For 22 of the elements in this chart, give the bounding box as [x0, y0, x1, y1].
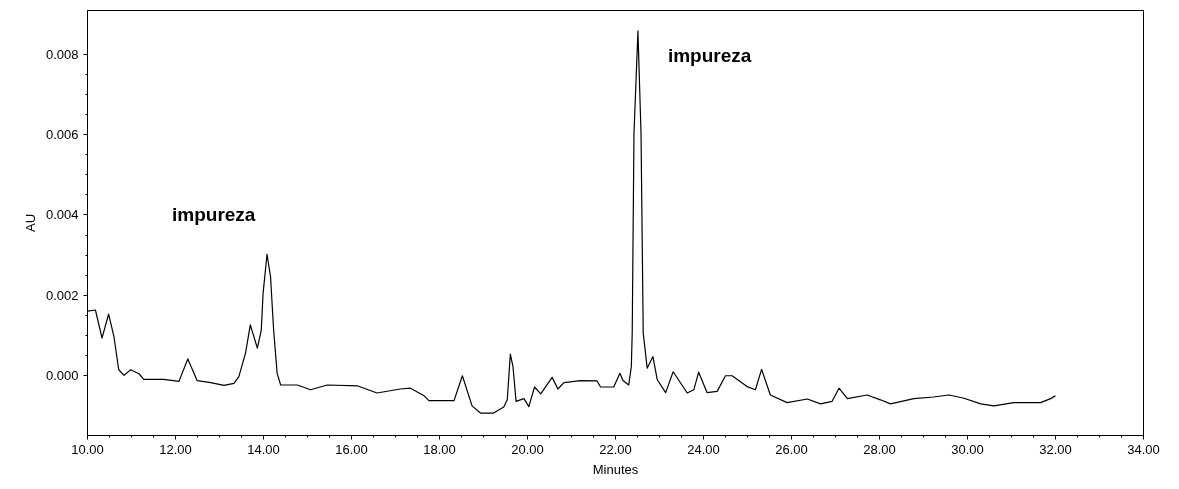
- x-tick-label: 10.00: [71, 441, 104, 457]
- y-tick-label: 0.008: [45, 47, 79, 63]
- x-tick-label: 28.00: [863, 441, 896, 457]
- x-tick-label: 24.00: [687, 441, 720, 457]
- x-tick-label: 34.00: [1127, 441, 1160, 457]
- x-tick-label: 14.00: [247, 441, 280, 457]
- x-tick-label: 16.00: [335, 441, 368, 457]
- y-tick-label: 0.004: [45, 207, 79, 223]
- x-tick-label: 12.00: [159, 441, 192, 457]
- x-tick-label: 18.00: [423, 441, 456, 457]
- y-tick-label: 0.002: [45, 287, 79, 303]
- annotation: impureza: [172, 203, 256, 225]
- x-tick-label: 26.00: [775, 441, 808, 457]
- y-tick-label: 0.000: [45, 367, 79, 383]
- x-tick-label: 22.00: [599, 441, 632, 457]
- x-axis-title: Minutes: [592, 461, 639, 477]
- y-tick-label: 0.006: [45, 127, 79, 143]
- x-tick-label: 30.00: [951, 441, 984, 457]
- x-tick-label: 32.00: [1039, 441, 1072, 457]
- x-tick-label: 20.00: [511, 441, 544, 457]
- y-axis-title: AU: [22, 213, 38, 233]
- annotation: impureza: [667, 45, 752, 67]
